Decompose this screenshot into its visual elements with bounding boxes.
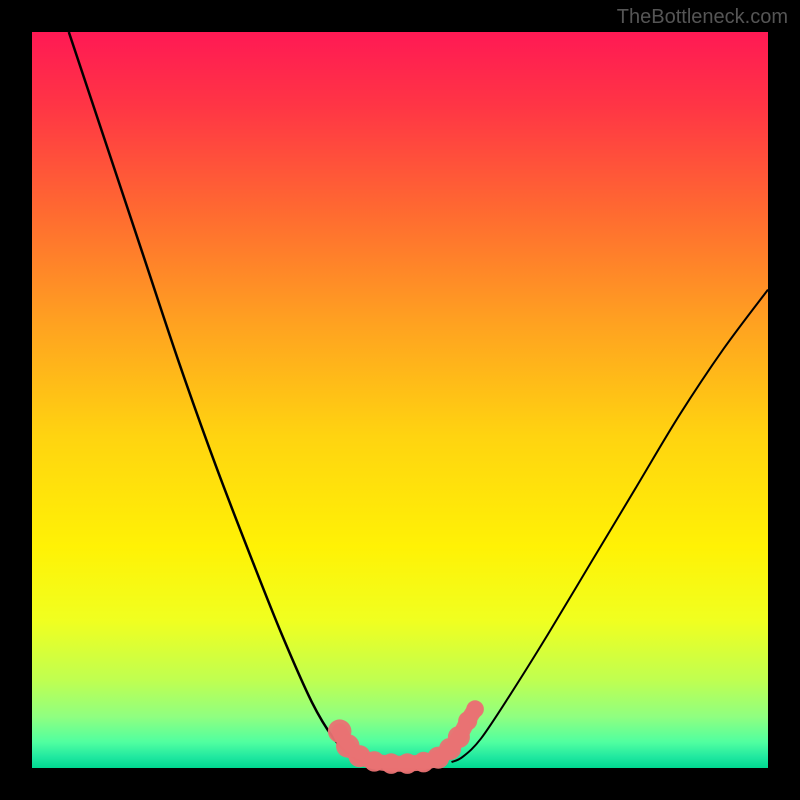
chart-stage: TheBottleneck.com <box>0 0 800 800</box>
plot-background <box>32 32 768 768</box>
bottleneck-chart <box>0 0 800 800</box>
